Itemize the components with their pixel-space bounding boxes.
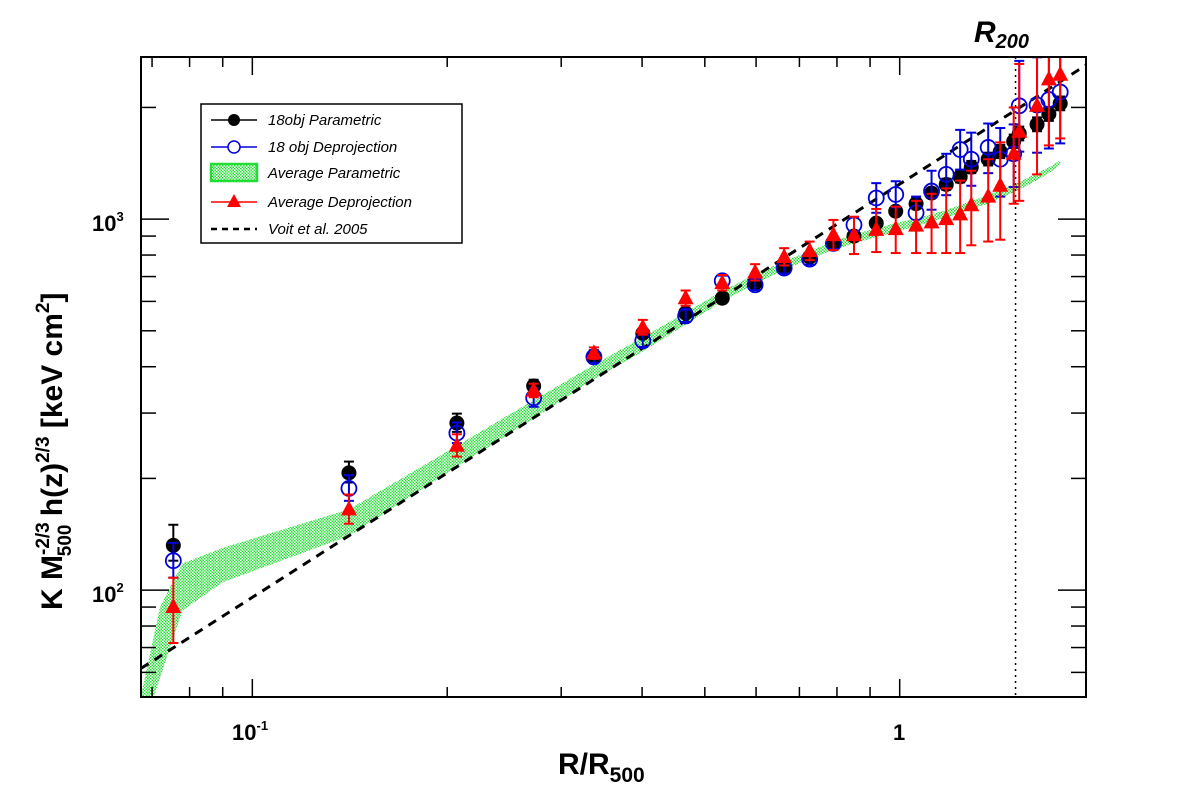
triangle-marker (585, 344, 602, 360)
band-swatch-icon (209, 162, 259, 183)
data-point-average-deprojection (963, 169, 980, 247)
data-point-average-deprojection (845, 215, 862, 256)
ticks-layer (141, 57, 1086, 697)
legend-item-18obj-parametric: 18obj Parametric (211, 112, 382, 129)
legend-item-18obj-deprojection: 18 obj Deprojection (211, 139, 397, 156)
open-circle-marker (677, 307, 695, 325)
data-point-average-deprojection (923, 192, 940, 255)
open-circle-icon (227, 140, 241, 154)
triangle-marker (825, 226, 842, 242)
open-circle-marker (164, 552, 182, 570)
open-circle-marker (887, 186, 905, 203)
triangle-marker (634, 318, 651, 334)
triangle-marker (1052, 65, 1069, 81)
r200-annotation: R200 (974, 16, 1029, 53)
plot-frame (140, 56, 1087, 698)
triangle-marker (868, 220, 885, 236)
triangle-marker (980, 187, 997, 203)
triangle-marker (1011, 122, 1028, 138)
triangle-marker (908, 216, 925, 232)
data-point-average-deprojection (165, 576, 182, 645)
data-point-average-deprojection (1005, 106, 1022, 205)
legend: 18obj Parametric 18 obj Deprojection Ave… (200, 103, 463, 244)
triangle-icon (227, 194, 241, 207)
data-point-average-deprojection (825, 218, 842, 252)
band-layer (141, 160, 1061, 697)
triangle-marker (714, 274, 731, 290)
legend-item-average-deprojection: Average Deprojection (211, 194, 412, 211)
triangle-marker (938, 210, 955, 226)
data-point-average-deprojection (525, 381, 542, 399)
data-point-18-obj-deprojection (887, 180, 905, 209)
data-point-18-obj-deprojection (951, 128, 969, 171)
points-layer (164, 57, 1069, 645)
triangle-marker (887, 220, 904, 236)
triangle-marker (1029, 96, 1046, 112)
svg-text:Voit et al. 2005: Voit et al. 2005 (268, 221, 368, 238)
data-point-average-deprojection (868, 207, 885, 254)
svg-text:Average Parametric: Average Parametric (267, 165, 401, 182)
open-circle-marker (951, 141, 969, 158)
data-point-average-deprojection (801, 240, 818, 262)
reference-line-layer (141, 63, 1086, 670)
triangle-marker (1005, 144, 1022, 160)
triangle-marker (677, 289, 694, 305)
data-point-average-deprojection (1029, 57, 1046, 176)
triangle-marker (776, 248, 793, 264)
data-point-18obj-parametric (714, 290, 730, 306)
legend-item-average-parametric: Average Parametric (209, 162, 401, 183)
data-point-18-obj-deprojection (677, 307, 695, 325)
svg-text:18 obj Deprojection: 18 obj Deprojection (268, 139, 397, 156)
data-point-average-deprojection (992, 141, 1009, 241)
open-circle-marker (962, 150, 980, 168)
triangle-marker (747, 263, 764, 279)
data-point-average-deprojection (1040, 57, 1057, 147)
triangle-marker (448, 436, 465, 452)
triangle-marker (845, 226, 862, 242)
filled-circle-marker (341, 465, 357, 481)
svg-text:Average Deprojection: Average Deprojection (267, 194, 412, 211)
filled-circle-icon (228, 114, 240, 126)
triangle-marker (1040, 70, 1057, 86)
triangle-marker (525, 381, 542, 397)
open-circle-marker (867, 189, 885, 207)
y-tick-label-1000: 103 (92, 209, 124, 236)
legend-item-voit-2005: Voit et al. 2005 (211, 221, 368, 238)
average-parametric-band (141, 160, 1061, 697)
open-circle-marker (937, 165, 955, 183)
svg-text:18obj Parametric: 18obj Parametric (268, 112, 382, 129)
data-point-average-deprojection (747, 263, 764, 282)
y-tick-label-100: 102 (92, 580, 124, 607)
data-point-average-deprojection (1011, 62, 1028, 202)
y-axis-title: K M-2/3500 h(z)2/3 [keV cm2] (33, 293, 76, 611)
triangle-marker (963, 196, 980, 212)
data-point-average-deprojection (585, 344, 602, 360)
data-point-average-deprojection (677, 289, 694, 307)
voit-2005-line (141, 63, 1086, 670)
triangle-marker (952, 205, 969, 221)
data-point-average-deprojection (908, 199, 925, 255)
triangle-marker (165, 598, 182, 614)
triangle-marker (801, 242, 818, 258)
data-point-average-deprojection (887, 205, 904, 255)
triangle-marker (923, 213, 940, 229)
data-point-average-deprojection (776, 247, 793, 267)
filled-circle-marker (714, 290, 730, 306)
data-point-average-deprojection (448, 433, 465, 458)
data-point-average-deprojection (714, 273, 731, 292)
data-point-average-deprojection (634, 318, 651, 336)
data-point-average-deprojection (980, 158, 997, 243)
data-point-average-deprojection (952, 179, 969, 255)
data-point-average-deprojection (938, 187, 955, 255)
triangle-marker (340, 500, 357, 516)
open-circle-marker (979, 139, 997, 156)
data-point-average-deprojection (1052, 57, 1069, 140)
x-tick-label-0.1: 10-1 (232, 718, 268, 745)
triangle-marker (992, 176, 1009, 192)
data-point-average-deprojection (340, 493, 357, 525)
x-tick-label-1: 1 (893, 720, 905, 745)
x-axis-title: R/R500 (558, 748, 645, 787)
